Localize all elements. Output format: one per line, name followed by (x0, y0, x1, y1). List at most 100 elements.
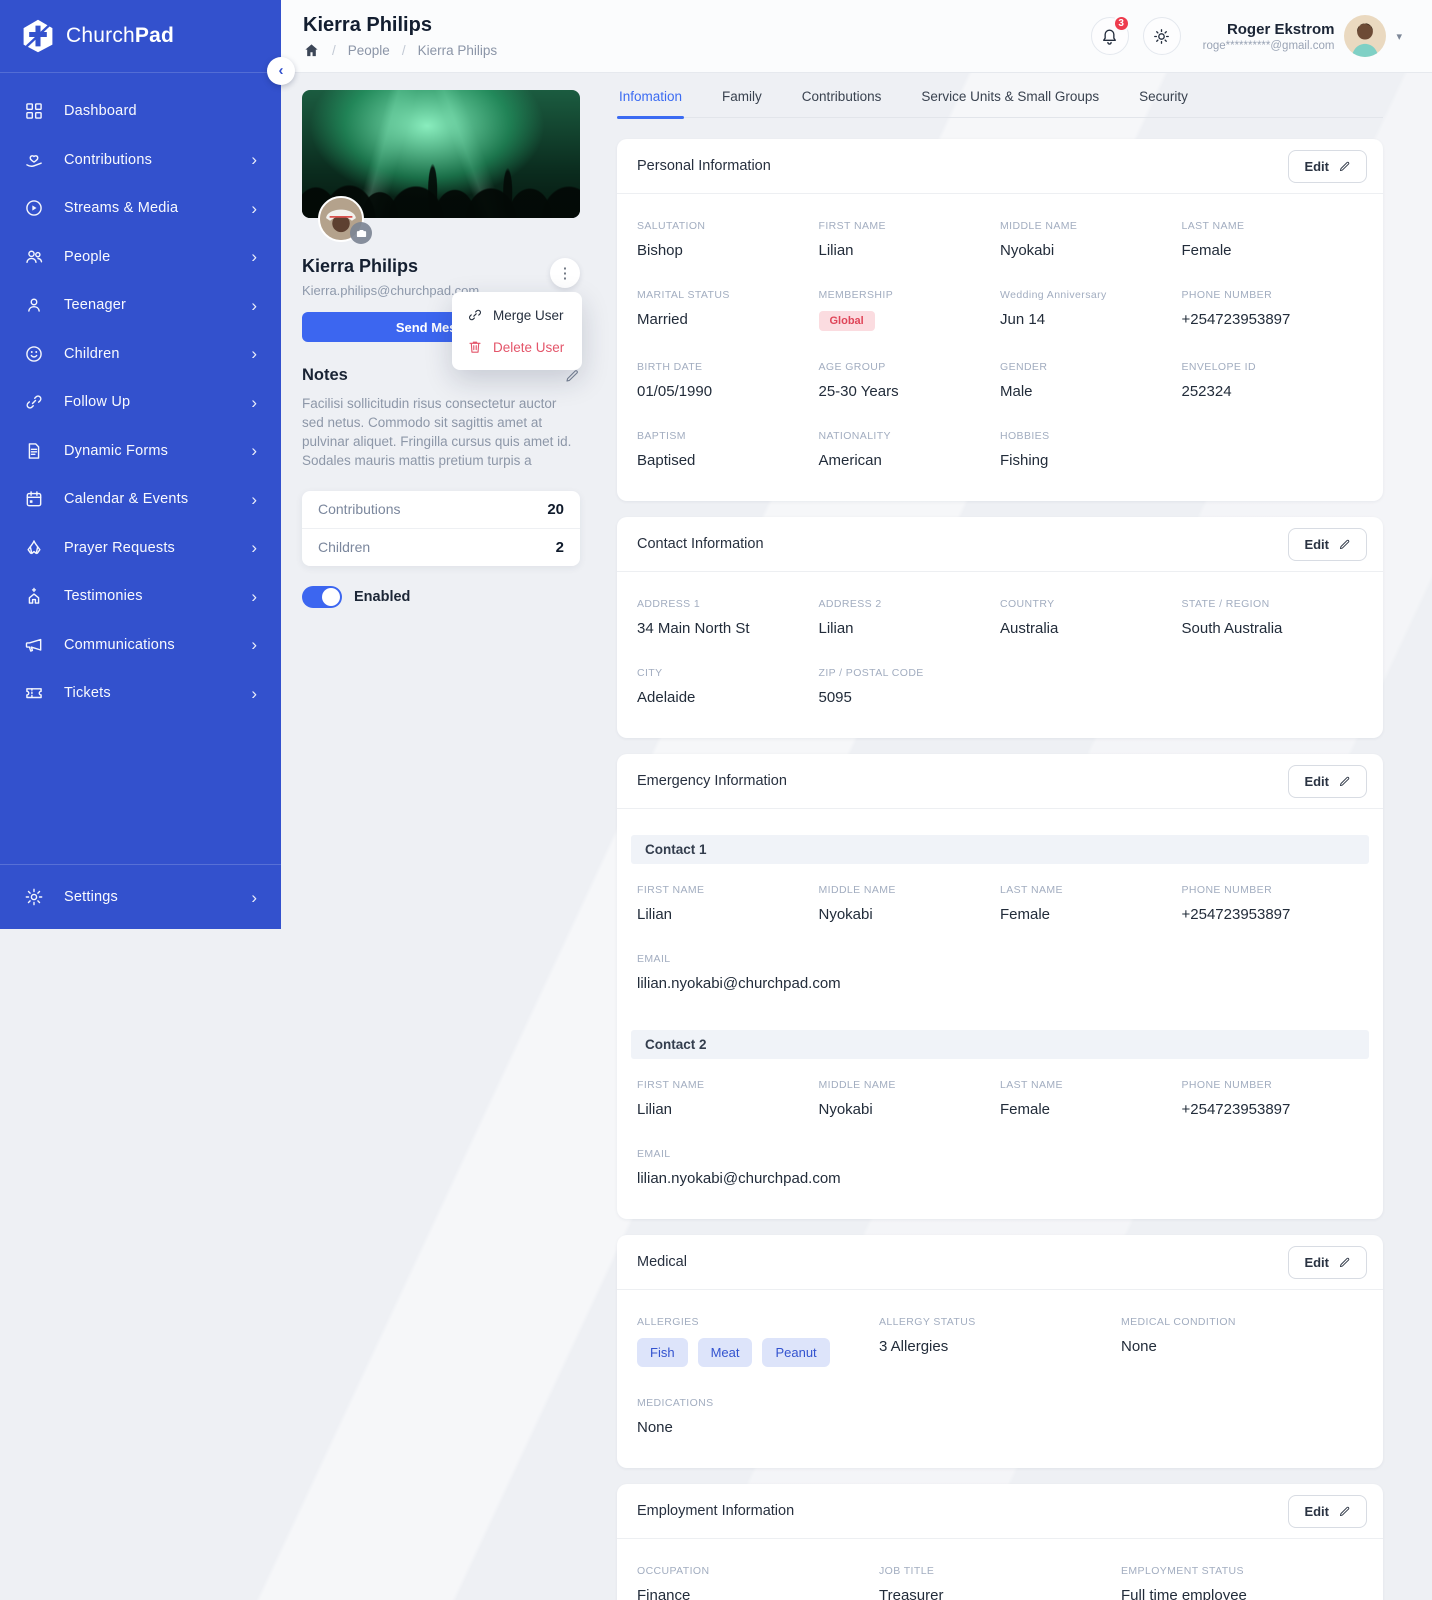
field-row: BAPTISM Baptised NATIONALITY American HOBBIE… (637, 430, 1363, 499)
children-icon (24, 344, 44, 364)
profile-avatar[interactable] (318, 196, 372, 244)
card-header: Contact Information Edit (617, 517, 1383, 572)
toggle-knob (322, 587, 340, 606)
enabled-toggle[interactable] (302, 585, 342, 608)
card-section: SALUTATION Bishop FIRST NAME Lilian MIDDLE N… (637, 220, 1363, 499)
field-address-2: ADDRESS 2 Lilian (819, 598, 1001, 637)
breadcrumb-item[interactable]: Kierra Philips (417, 42, 498, 58)
sidebar-collapse-button[interactable]: ‹ (267, 57, 295, 85)
sidebar-item-label: Dashboard (64, 103, 137, 120)
pencil-icon (1338, 160, 1351, 173)
field-value: Lilian (637, 906, 673, 923)
breadcrumb-item[interactable]: People (347, 42, 390, 58)
sidebar-item-tickets[interactable]: Tickets › (0, 669, 281, 718)
field-value: Nyokabi (818, 1101, 873, 1118)
enabled-row: Enabled (302, 585, 580, 608)
field-age-group: AGE GROUP 25-30 Years (819, 361, 1001, 400)
field-value: +254723953897 (1181, 311, 1291, 328)
sidebar-nav: Dashboard Contributions › Streams & Media › P… (0, 73, 281, 718)
field-row: FIRST NAME Lilian MIDDLE NAME Nyokabi LAST N… (637, 884, 1363, 953)
edit-button[interactable]: Edit (1288, 527, 1367, 561)
sidebar-item-dynamic-forms[interactable]: Dynamic Forms › (0, 427, 281, 476)
field-label: FIRST NAME (818, 220, 886, 232)
edit-button[interactable]: Edit (1288, 764, 1367, 798)
notifications-button[interactable]: 3 (1090, 15, 1130, 55)
field-value: South Australia (1181, 620, 1283, 637)
card-title: Employment Information (637, 1503, 795, 1519)
edit-button[interactable]: Edit (1288, 149, 1367, 183)
status-badge: Global (818, 311, 875, 331)
sidebar-item-label: Follow Up (64, 394, 131, 411)
stat-value: 2 (555, 538, 564, 556)
chevron-right-icon: › (251, 150, 257, 170)
field-last-name: LAST NAME Female (1000, 884, 1182, 923)
tab-contributions[interactable]: Contributions (801, 89, 882, 104)
field-value: 3 Allergies (879, 1338, 949, 1355)
camera-icon[interactable] (350, 222, 372, 244)
edit-button[interactable]: Edit (1288, 1245, 1367, 1279)
brand[interactable]: ChurchPad (0, 0, 281, 73)
field-label: LAST NAME (1000, 1079, 1063, 1091)
card-title: Emergency Information (637, 773, 787, 789)
field-label: PHONE NUMBER (1181, 1079, 1273, 1091)
edit-notes-icon[interactable] (564, 368, 580, 384)
sidebar-item-prayer-requests[interactable]: Prayer Requests › (0, 524, 281, 573)
field-label: EMAIL (637, 953, 671, 965)
tab-security[interactable]: Security (1139, 89, 1188, 104)
sidebar-item-children[interactable]: Children › (0, 330, 281, 379)
chevron-right-icon: › (251, 635, 257, 655)
menu-item-delete-user[interactable]: Delete User (452, 331, 582, 363)
sidebar-item-dashboard[interactable]: Dashboard (0, 87, 281, 136)
calendar-events-icon (24, 489, 44, 509)
field-birth-date: BIRTH DATE 01/05/1990 (637, 361, 819, 400)
sidebar-item-settings[interactable]: Settings › (0, 864, 281, 929)
field-label: ADDRESS 2 (818, 598, 882, 610)
chevron-right-icon: › (251, 392, 257, 412)
field-label: EMPLOYMENT STATUS (1121, 1565, 1244, 1577)
tab-service-units-small-groups[interactable]: Service Units & Small Groups (921, 89, 1100, 104)
field-nationality: NATIONALITY American (819, 430, 1001, 469)
link-icon (467, 307, 483, 323)
field-label: NATIONALITY (818, 430, 891, 442)
profile-actions-button[interactable]: ⋮ (550, 258, 580, 288)
theme-toggle-button[interactable] (1142, 17, 1181, 55)
sidebar-item-follow-up[interactable]: Follow Up › (0, 378, 281, 427)
sidebar-item-streams-media[interactable]: Streams & Media › (0, 184, 281, 233)
card-title: Medical (637, 1254, 687, 1270)
field-label: Wedding Anniversary (1000, 289, 1107, 301)
field-value: Female (1181, 242, 1232, 259)
chevron-right-icon: › (251, 295, 257, 315)
tab-family[interactable]: Family (722, 89, 762, 104)
top-actions: 3 Roger Ekstrom roge**********@gmail.com… (1090, 15, 1402, 57)
sidebar-item-contributions[interactable]: Contributions › (0, 136, 281, 185)
field-job-title: JOB TITLE Treasurer (879, 1565, 1121, 1600)
tab-infomation[interactable]: Infomation (617, 83, 685, 119)
user-menu[interactable]: Roger Ekstrom roge**********@gmail.com ▾ (1203, 15, 1402, 57)
field-label: CITY (637, 667, 663, 679)
prayer-requests-icon (24, 538, 44, 558)
sidebar-item-people[interactable]: People › (0, 233, 281, 282)
field-label: ALLERGY STATUS (879, 1316, 976, 1328)
edit-button[interactable]: Edit (1288, 1494, 1367, 1528)
page-title: Kierra Philips (303, 13, 432, 36)
field-label: PHONE NUMBER (1181, 289, 1273, 301)
field-city: CITY Adelaide (637, 667, 819, 706)
sidebar-item-teenager[interactable]: Teenager › (0, 281, 281, 330)
pencil-icon (1338, 775, 1351, 788)
field-label: MIDDLE NAME (818, 884, 896, 896)
card-body: Contact 1 FIRST NAME Lilian MIDDLE NAME Nyok… (617, 809, 1383, 1219)
sidebar-item-testimonies[interactable]: Testimonies › (0, 572, 281, 621)
field-value: +254723953897 (1181, 1101, 1291, 1118)
home-icon[interactable] (303, 42, 320, 59)
field-row: MEDICATIONS None (637, 1397, 1363, 1466)
field-label: MIDDLE NAME (818, 1079, 896, 1091)
menu-item-merge-user[interactable]: Merge User (452, 299, 582, 331)
field-membership: MEMBERSHIP Global (818, 289, 1001, 331)
sidebar-item-calendar-events[interactable]: Calendar & Events › (0, 475, 281, 524)
field-label: MARITAL STATUS (637, 289, 730, 301)
field-label: STATE / REGION (1181, 598, 1270, 610)
field-value: Bishop (637, 242, 683, 259)
sidebar-item-label: Communications (64, 636, 175, 653)
card-header: Employment Information Edit (617, 1484, 1383, 1539)
sidebar-item-communications[interactable]: Communications › (0, 621, 281, 670)
